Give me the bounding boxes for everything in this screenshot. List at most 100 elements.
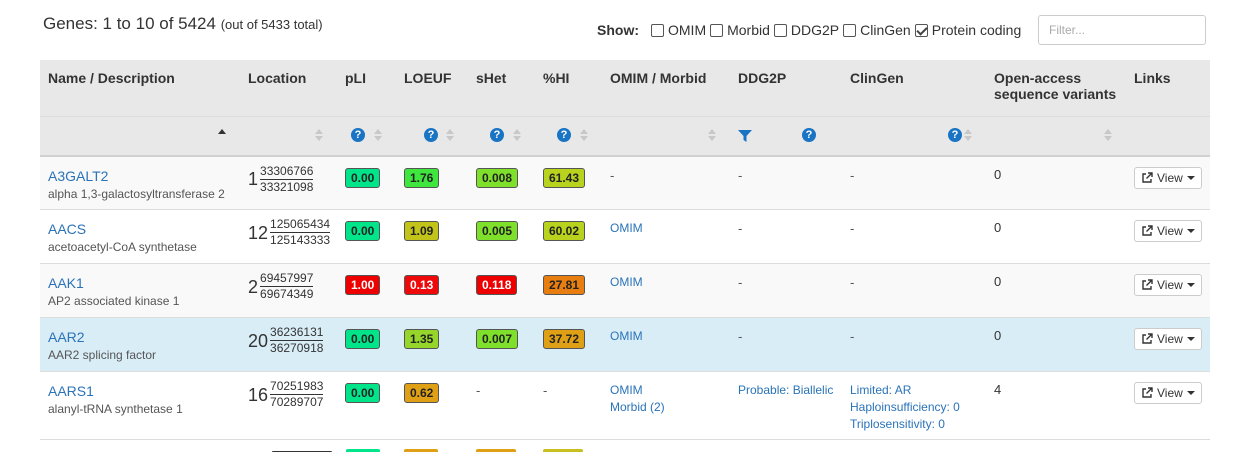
variant-count: 4 <box>994 382 1001 397</box>
omim-cell: - <box>602 156 730 210</box>
col-hi[interactable]: %HI <box>535 60 602 116</box>
sort-icon[interactable] <box>964 129 972 143</box>
sort-icon[interactable] <box>446 129 454 143</box>
variant-count: 0 <box>994 328 1001 343</box>
help-icon[interactable]: ? <box>557 128 571 142</box>
filter-label: Morbid <box>727 22 770 38</box>
col-omim[interactable]: OMIM / Morbid <box>602 60 730 116</box>
morbid-link[interactable]: Morbid (2) <box>610 399 722 416</box>
col-loeuf[interactable]: LOEUF <box>396 60 468 116</box>
gene-description: acetoacetyl-CoA synthetase <box>48 240 232 254</box>
gene-symbol-link[interactable]: A3GALT2 <box>48 168 232 184</box>
omim-link[interactable]: OMIM <box>610 328 722 345</box>
col-name[interactable]: Name / Description <box>40 60 240 116</box>
filter-checkbox-protein-coding[interactable]: Protein coding <box>915 22 1022 38</box>
gene-description: alanyl-tRNA synthetase 1 <box>48 402 232 416</box>
gene-symbol-link[interactable]: AARS1 <box>48 383 232 399</box>
variants-cell: 0 <box>986 318 1126 372</box>
help-icon[interactable]: ? <box>802 128 816 142</box>
clingen-cell: - <box>842 210 986 264</box>
shet-badge: 0.118 <box>476 275 517 295</box>
filter-checkbox-ddg2p[interactable]: DDG2P <box>774 22 839 38</box>
col-pli[interactable]: pLI <box>337 60 396 116</box>
sort-icon[interactable] <box>580 129 588 143</box>
view-label: View <box>1157 332 1183 346</box>
checkbox-checked-icon[interactable] <box>915 24 928 37</box>
chromosome: 2 <box>248 278 258 296</box>
omim-link[interactable]: OMIM <box>610 220 722 237</box>
gene-symbol-link[interactable]: AAK1 <box>48 275 232 291</box>
hi-cell: 37.72 <box>535 318 602 372</box>
view-button[interactable]: View <box>1134 220 1202 242</box>
loeuf-cell: 1.76 <box>396 156 468 210</box>
omim-link[interactable]: OMIM <box>610 274 722 291</box>
top-bar: Genes: 1 to 10 of 5424 (out of 5433 tota… <box>0 0 1247 60</box>
gene-symbol-link[interactable]: AAR2 <box>48 329 232 345</box>
view-label: View <box>1157 224 1183 238</box>
caret-down-icon <box>1187 176 1195 180</box>
caret-down-icon <box>1187 283 1195 287</box>
links-cell: View <box>1126 264 1210 318</box>
ddg2p-link[interactable]: Probable: Biallelic <box>738 382 834 399</box>
checkbox-unchecked-icon[interactable] <box>710 24 723 37</box>
ddg2p-cell: - <box>730 156 842 210</box>
links-cell: View <box>1126 372 1210 440</box>
checkbox-unchecked-icon[interactable] <box>774 24 787 37</box>
shet-cell: - <box>468 372 535 440</box>
col-variants[interactable]: Open-access sequence variants <box>986 60 1126 116</box>
clingen-link[interactable]: Haploinsufficiency: 0 <box>850 399 978 416</box>
gene-description: AAR2 splicing factor <box>48 348 232 362</box>
view-button[interactable]: View <box>1134 167 1202 189</box>
show-label: Show: <box>597 22 639 38</box>
filter-input[interactable] <box>1038 15 1206 45</box>
col-ddg2p[interactable]: DDG2P <box>730 60 842 116</box>
location-end: 33321098 <box>260 180 313 194</box>
checkbox-unchecked-icon[interactable] <box>651 24 664 37</box>
help-icon[interactable]: ? <box>351 128 365 142</box>
filter-checkbox-omim[interactable]: OMIM <box>651 22 706 38</box>
view-button[interactable]: View <box>1134 382 1202 404</box>
shet-badge: 0.005 <box>476 221 518 241</box>
table-row: AAK1 AP2 associated kinase 1 2 69457997 … <box>40 264 1210 318</box>
external-link-icon <box>1141 387 1153 399</box>
location-start: 125065434 <box>270 218 330 233</box>
loeuf-cell: 1.35 <box>396 318 468 372</box>
sort-icon[interactable] <box>513 129 521 143</box>
shet-badge: 0.008 <box>476 168 518 188</box>
help-icon[interactable]: ? <box>424 128 438 142</box>
variant-count: 0 <box>994 220 1001 235</box>
gene-symbol-link[interactable]: AACS <box>48 221 232 237</box>
filter-funnel-icon[interactable] <box>738 129 752 143</box>
ddg2p-cell: - <box>730 210 842 264</box>
sort-icon[interactable] <box>315 129 323 143</box>
col-location[interactable]: Location <box>240 60 337 116</box>
hi-cell: - <box>535 372 602 440</box>
sort-asc-icon[interactable] <box>218 129 226 143</box>
omim-link[interactable]: OMIM <box>610 382 722 399</box>
col-clingen[interactable]: ClinGen <box>842 60 986 116</box>
omim-empty: - <box>610 168 614 183</box>
view-button[interactable]: View <box>1134 274 1202 296</box>
help-icon[interactable]: ? <box>490 128 504 142</box>
sort-icon[interactable] <box>374 129 382 143</box>
clingen-link[interactable]: Triplosensitivity: 0 <box>850 416 978 433</box>
sort-icon[interactable] <box>708 129 716 143</box>
help-icon[interactable]: ? <box>948 128 962 142</box>
loeuf-badge: 1.76 <box>404 168 439 188</box>
pli-badge: 0.00 <box>345 383 380 403</box>
filter-checkbox-clingen[interactable]: ClinGen <box>843 22 911 38</box>
links-cell: View <box>1126 156 1210 210</box>
pli-cell: 0.00 <box>337 318 396 372</box>
hi-badge: 60.02 <box>543 221 585 241</box>
chromosome: 12 <box>248 224 268 242</box>
sort-icon[interactable] <box>1104 129 1112 143</box>
checkbox-unchecked-icon[interactable] <box>843 24 856 37</box>
name-cell: AACS acetoacetyl-CoA synthetase <box>40 210 240 264</box>
filter-checkbox-morbid[interactable]: Morbid <box>710 22 770 38</box>
variants-cell: 0 <box>986 210 1126 264</box>
view-button[interactable]: View <box>1134 328 1202 350</box>
clingen-link[interactable]: Limited: AR <box>850 382 978 399</box>
clingen-empty: - <box>850 221 854 236</box>
loeuf-badge: 0.62 <box>404 383 439 403</box>
col-shet[interactable]: sHet <box>468 60 535 116</box>
